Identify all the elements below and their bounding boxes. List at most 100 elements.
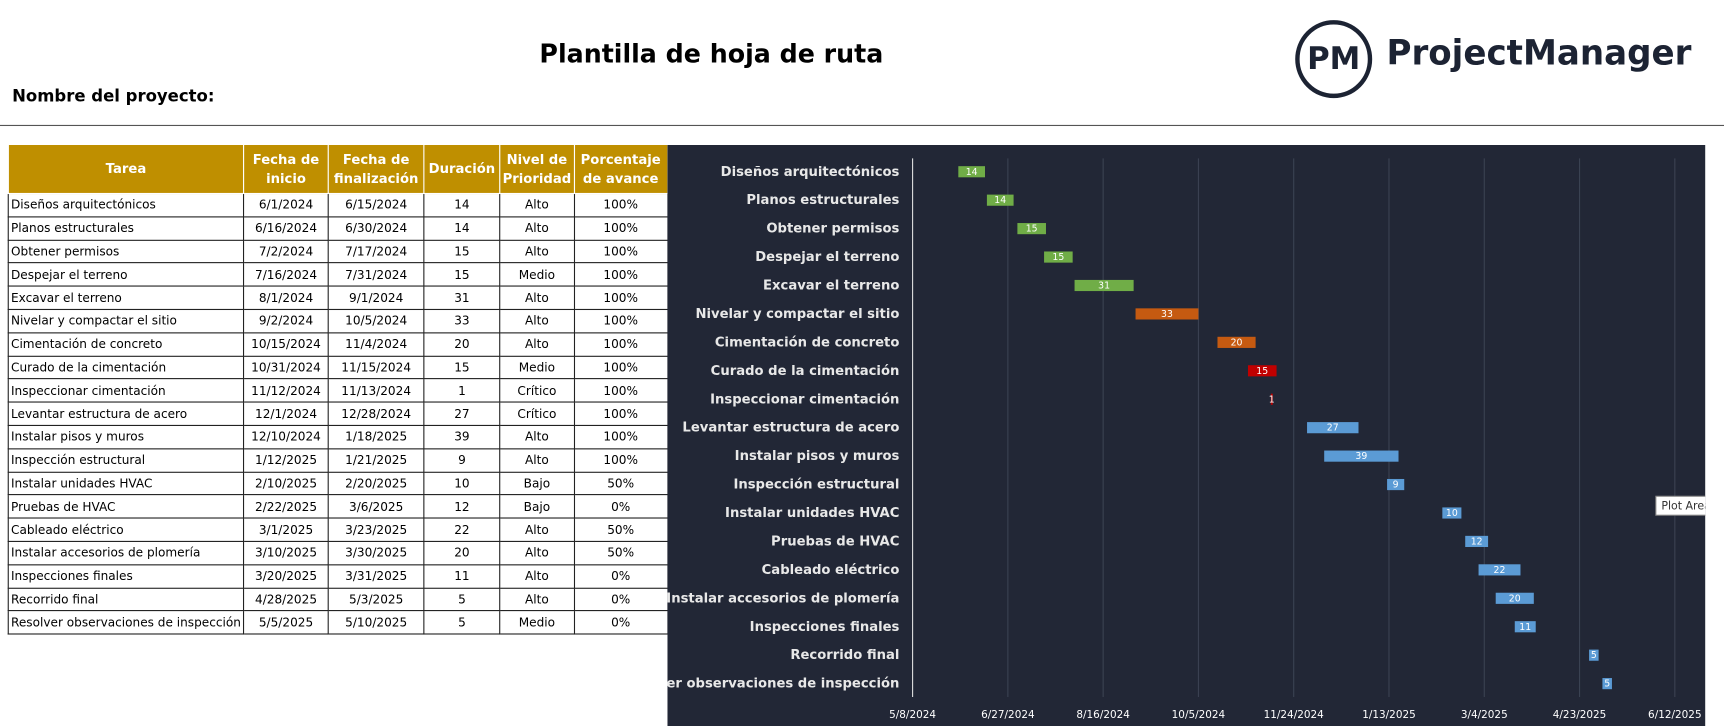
table-row: Curado de la cimentación 10/31/2024 11/15/… — [7, 355, 668, 380]
task-bar — [1495, 592, 1534, 604]
table-cell: Excavar el terreno — [7, 285, 245, 311]
x-tick-label: 6/27/2024 — [981, 709, 1035, 721]
table-cell: Alto — [499, 285, 575, 311]
table-cell: 100% — [573, 308, 668, 334]
category-label: Inspección estructural — [733, 476, 899, 492]
table-cell: 2/22/2025 — [243, 494, 329, 519]
table-cell: 22 — [423, 517, 501, 542]
table-row: Inspecciones finales 3/20/2025 3/31/2025 11… — [7, 564, 668, 589]
table-cell: 0% — [573, 564, 668, 589]
table-cell: 5/3/2025 — [327, 587, 425, 612]
task-bar — [1017, 223, 1046, 235]
x-tick-label: 4/23/2025 — [1553, 709, 1607, 721]
table-cell: 12/28/2024 — [327, 401, 425, 426]
task-bar — [1465, 535, 1489, 548]
bar-label: 39 — [1355, 451, 1367, 462]
task-bar — [1135, 308, 1199, 320]
table-cell: Bajo — [499, 494, 575, 519]
table-row: Cimentación de concreto 10/15/2024 11/4/20… — [7, 332, 668, 357]
table-cell: 7/16/2024 — [243, 262, 329, 287]
table-cell: 100% — [573, 401, 668, 426]
bar-label: 14 — [994, 195, 1006, 206]
column-header: Tarea — [7, 143, 245, 195]
table-row: Nivelar y compactar el sitio 9/2/2024 10/5… — [7, 308, 668, 334]
table-cell: 33 — [423, 308, 501, 334]
table-cell: 1/12/2025 — [243, 448, 329, 473]
bar-label: 20 — [1231, 337, 1243, 348]
task-bar — [986, 194, 1014, 206]
bar-label: 10 — [1446, 508, 1458, 519]
table-row: Inspección estructural 1/12/2025 1/21/2025… — [7, 448, 668, 473]
task-bar — [1387, 478, 1405, 491]
table-cell: 14 — [423, 192, 501, 218]
table-cell: 3/10/2025 — [243, 540, 329, 566]
column-header: Nivel de Prioridad — [499, 143, 575, 195]
table-row: Levantar estructura de acero 12/1/2024 12/… — [7, 401, 668, 426]
table-row: Planos estructurales 6/16/2024 6/30/2024 14… — [7, 216, 668, 241]
task-table: Tarea Fecha de inicio Fecha de finalizació… — [7, 143, 668, 635]
table-cell: 100% — [573, 192, 668, 218]
table-cell: 3/31/2025 — [327, 564, 425, 589]
table-cell: 5 — [423, 610, 501, 635]
task-bar — [958, 166, 985, 178]
table-cell: Alto — [499, 540, 575, 566]
table-cell: Cableado eléctrico — [7, 517, 245, 542]
category-label: Diseños arquitectónicos — [721, 164, 900, 180]
table-cell: 11/4/2024 — [327, 332, 425, 357]
table-cell: 15 — [423, 355, 501, 380]
x-tick-label: 1/13/2025 — [1362, 709, 1416, 721]
bar-label: 22 — [1494, 565, 1506, 576]
table-cell: Alto — [499, 424, 575, 450]
category-label: Instalar pisos y muros — [735, 449, 900, 464]
table-cell: 3/23/2025 — [327, 517, 425, 542]
table-cell: Levantar estructura de acero — [7, 401, 245, 426]
table-cell: Alto — [499, 308, 575, 334]
table-cell: 100% — [573, 216, 668, 241]
column-header: Fecha de inicio — [243, 143, 329, 195]
table-cell: 5/5/2025 — [243, 610, 329, 635]
table-cell: 100% — [573, 448, 668, 473]
category-label: Resolver observaciones de inspección — [667, 676, 899, 692]
task-bar — [1074, 279, 1134, 292]
project-label: Nombre del proyecto: — [12, 85, 215, 106]
table-cell: 100% — [573, 239, 668, 264]
category-label: Nivelar y compactar el sitio — [695, 307, 899, 322]
table-cell: 1/18/2025 — [327, 424, 425, 450]
bar-label: 1 — [1269, 394, 1275, 405]
table-cell: 7/2/2024 — [243, 239, 329, 264]
table-cell: Pruebas de HVAC — [7, 494, 245, 519]
task-bar — [1217, 336, 1256, 348]
table-cell: Instalar accesorios de plomería — [7, 540, 245, 566]
table-cell: 20 — [423, 540, 501, 566]
x-tick-label: 10/5/2024 — [1172, 709, 1226, 721]
table-cell: 39 — [423, 424, 501, 450]
table-row: Resolver observaciones de inspección 5/5/… — [7, 610, 668, 635]
table-cell: Resolver observaciones de inspección — [7, 610, 245, 635]
table-cell: 11/13/2024 — [327, 378, 425, 403]
table-row: Despejar el terreno 7/16/2024 7/31/2024 15 M… — [7, 262, 668, 287]
table-cell: 7/17/2024 — [327, 239, 425, 264]
table-cell: 9/1/2024 — [327, 285, 425, 311]
gantt-chart: 5/8/2024 6/27/2024 8/16/2024 10/5/2024 11/24… — [667, 144, 1706, 726]
category-label: Inspeccionar cimentación — [710, 391, 899, 407]
table-cell: 0% — [573, 610, 668, 635]
table-row: Cableado eléctrico 3/1/2025 3/23/2025 22 Alt… — [7, 517, 668, 542]
table-cell: Alto — [499, 587, 575, 612]
task-bar — [1247, 365, 1277, 377]
task-bar — [1602, 678, 1612, 690]
table-cell: 9 — [423, 448, 501, 473]
category-label: Despejar el terreno — [755, 250, 899, 265]
category-label: Levantar estructura de acero — [682, 421, 899, 436]
category-label: Recorrido final — [790, 648, 899, 663]
bar-label: 12 — [1471, 536, 1483, 547]
table-cell: Alto — [499, 448, 575, 473]
table-cell: 3/6/2025 — [327, 494, 425, 519]
table-row: Pruebas de HVAC 2/22/2025 3/6/2025 12 Bajo 0% — [7, 494, 668, 519]
table-row: Inspeccionar cimentación 11/12/2024 11/13/… — [7, 378, 668, 403]
table-cell: 10/15/2024 — [243, 332, 329, 357]
table-cell: Inspecciones finales — [7, 564, 245, 589]
bar-label: 27 — [1327, 423, 1339, 434]
table-cell: Alto — [499, 216, 575, 241]
task-bar — [1270, 393, 1273, 405]
table-cell: 4/28/2025 — [243, 587, 329, 612]
